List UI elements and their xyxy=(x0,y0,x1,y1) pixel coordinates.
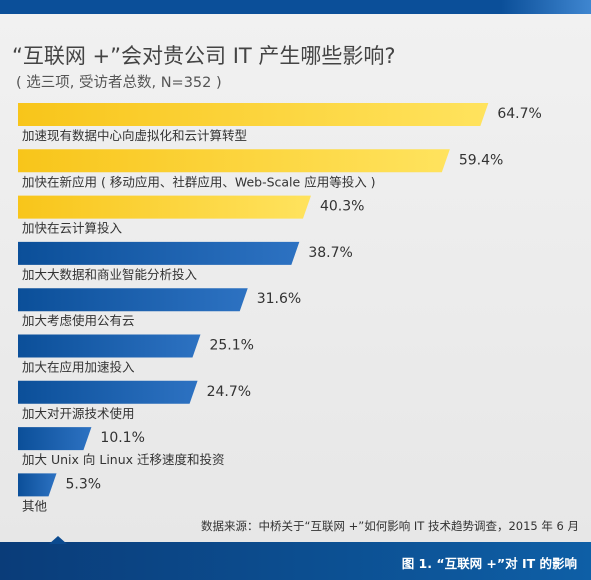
value-label-7: 24.7% xyxy=(207,384,251,400)
top-banner-accent xyxy=(501,0,591,14)
category-label-5: 加大考虑使用公有云 xyxy=(22,313,135,328)
footer-notch xyxy=(49,536,67,544)
bar-9 xyxy=(18,473,57,497)
bar-4 xyxy=(18,241,300,265)
category-label-6: 加大在应用加速投入 xyxy=(22,360,135,375)
value-label-2: 59.4% xyxy=(459,152,503,168)
value-label-9: 5.3% xyxy=(66,476,102,492)
bar-5 xyxy=(18,288,248,312)
bar-7 xyxy=(18,380,198,404)
bar-8 xyxy=(18,427,92,451)
bar-2 xyxy=(18,149,450,173)
bar-3 xyxy=(18,195,311,219)
value-label-3: 40.3% xyxy=(320,199,364,215)
chart-panel xyxy=(0,14,591,542)
top-banner xyxy=(0,0,591,14)
category-label-8: 加大 Unix 向 Linux 迁移速度和投资 xyxy=(22,452,225,467)
bar-1 xyxy=(18,103,489,126)
footer-band xyxy=(0,542,591,580)
chart-title: “互联网 +”会对贵公司 IT 产生哪些影响? xyxy=(12,44,396,68)
value-label-6: 25.1% xyxy=(209,338,253,354)
category-label-3: 加快在云计算投入 xyxy=(22,221,123,236)
figure-caption: 图 1. “互联网 +”对 IT 的影响 xyxy=(401,556,577,571)
category-label-2: 加快在新应用 ( 移动应用、社群应用、Web-Scale 应用等投入 ) xyxy=(22,174,376,189)
bar-6 xyxy=(18,334,201,358)
value-label-1: 64.7% xyxy=(497,106,541,122)
value-label-8: 10.1% xyxy=(100,430,144,446)
category-label-4: 加大大数据和商业智能分析投入 xyxy=(22,267,198,282)
bar-chart: 64.7% 加速现有数据中心向虚拟化和云计算转型 59.4% 加快在新应用 ( 移动应… xyxy=(18,103,542,513)
category-label-9: 其他 xyxy=(22,498,48,513)
chart-subtitle: ( 选三项, 受访者总数, N=352 ) xyxy=(16,75,222,91)
data-source-note: 数据来源：中桥关于“互联网 +”如何影响 IT 技术趋势调查，2015 年 6 … xyxy=(201,519,579,533)
category-label-1: 加速现有数据中心向虚拟化和云计算转型 xyxy=(22,128,247,143)
value-label-4: 38.7% xyxy=(308,245,352,261)
category-label-7: 加大对开源技术使用 xyxy=(22,406,135,421)
value-label-5: 31.6% xyxy=(257,291,301,307)
